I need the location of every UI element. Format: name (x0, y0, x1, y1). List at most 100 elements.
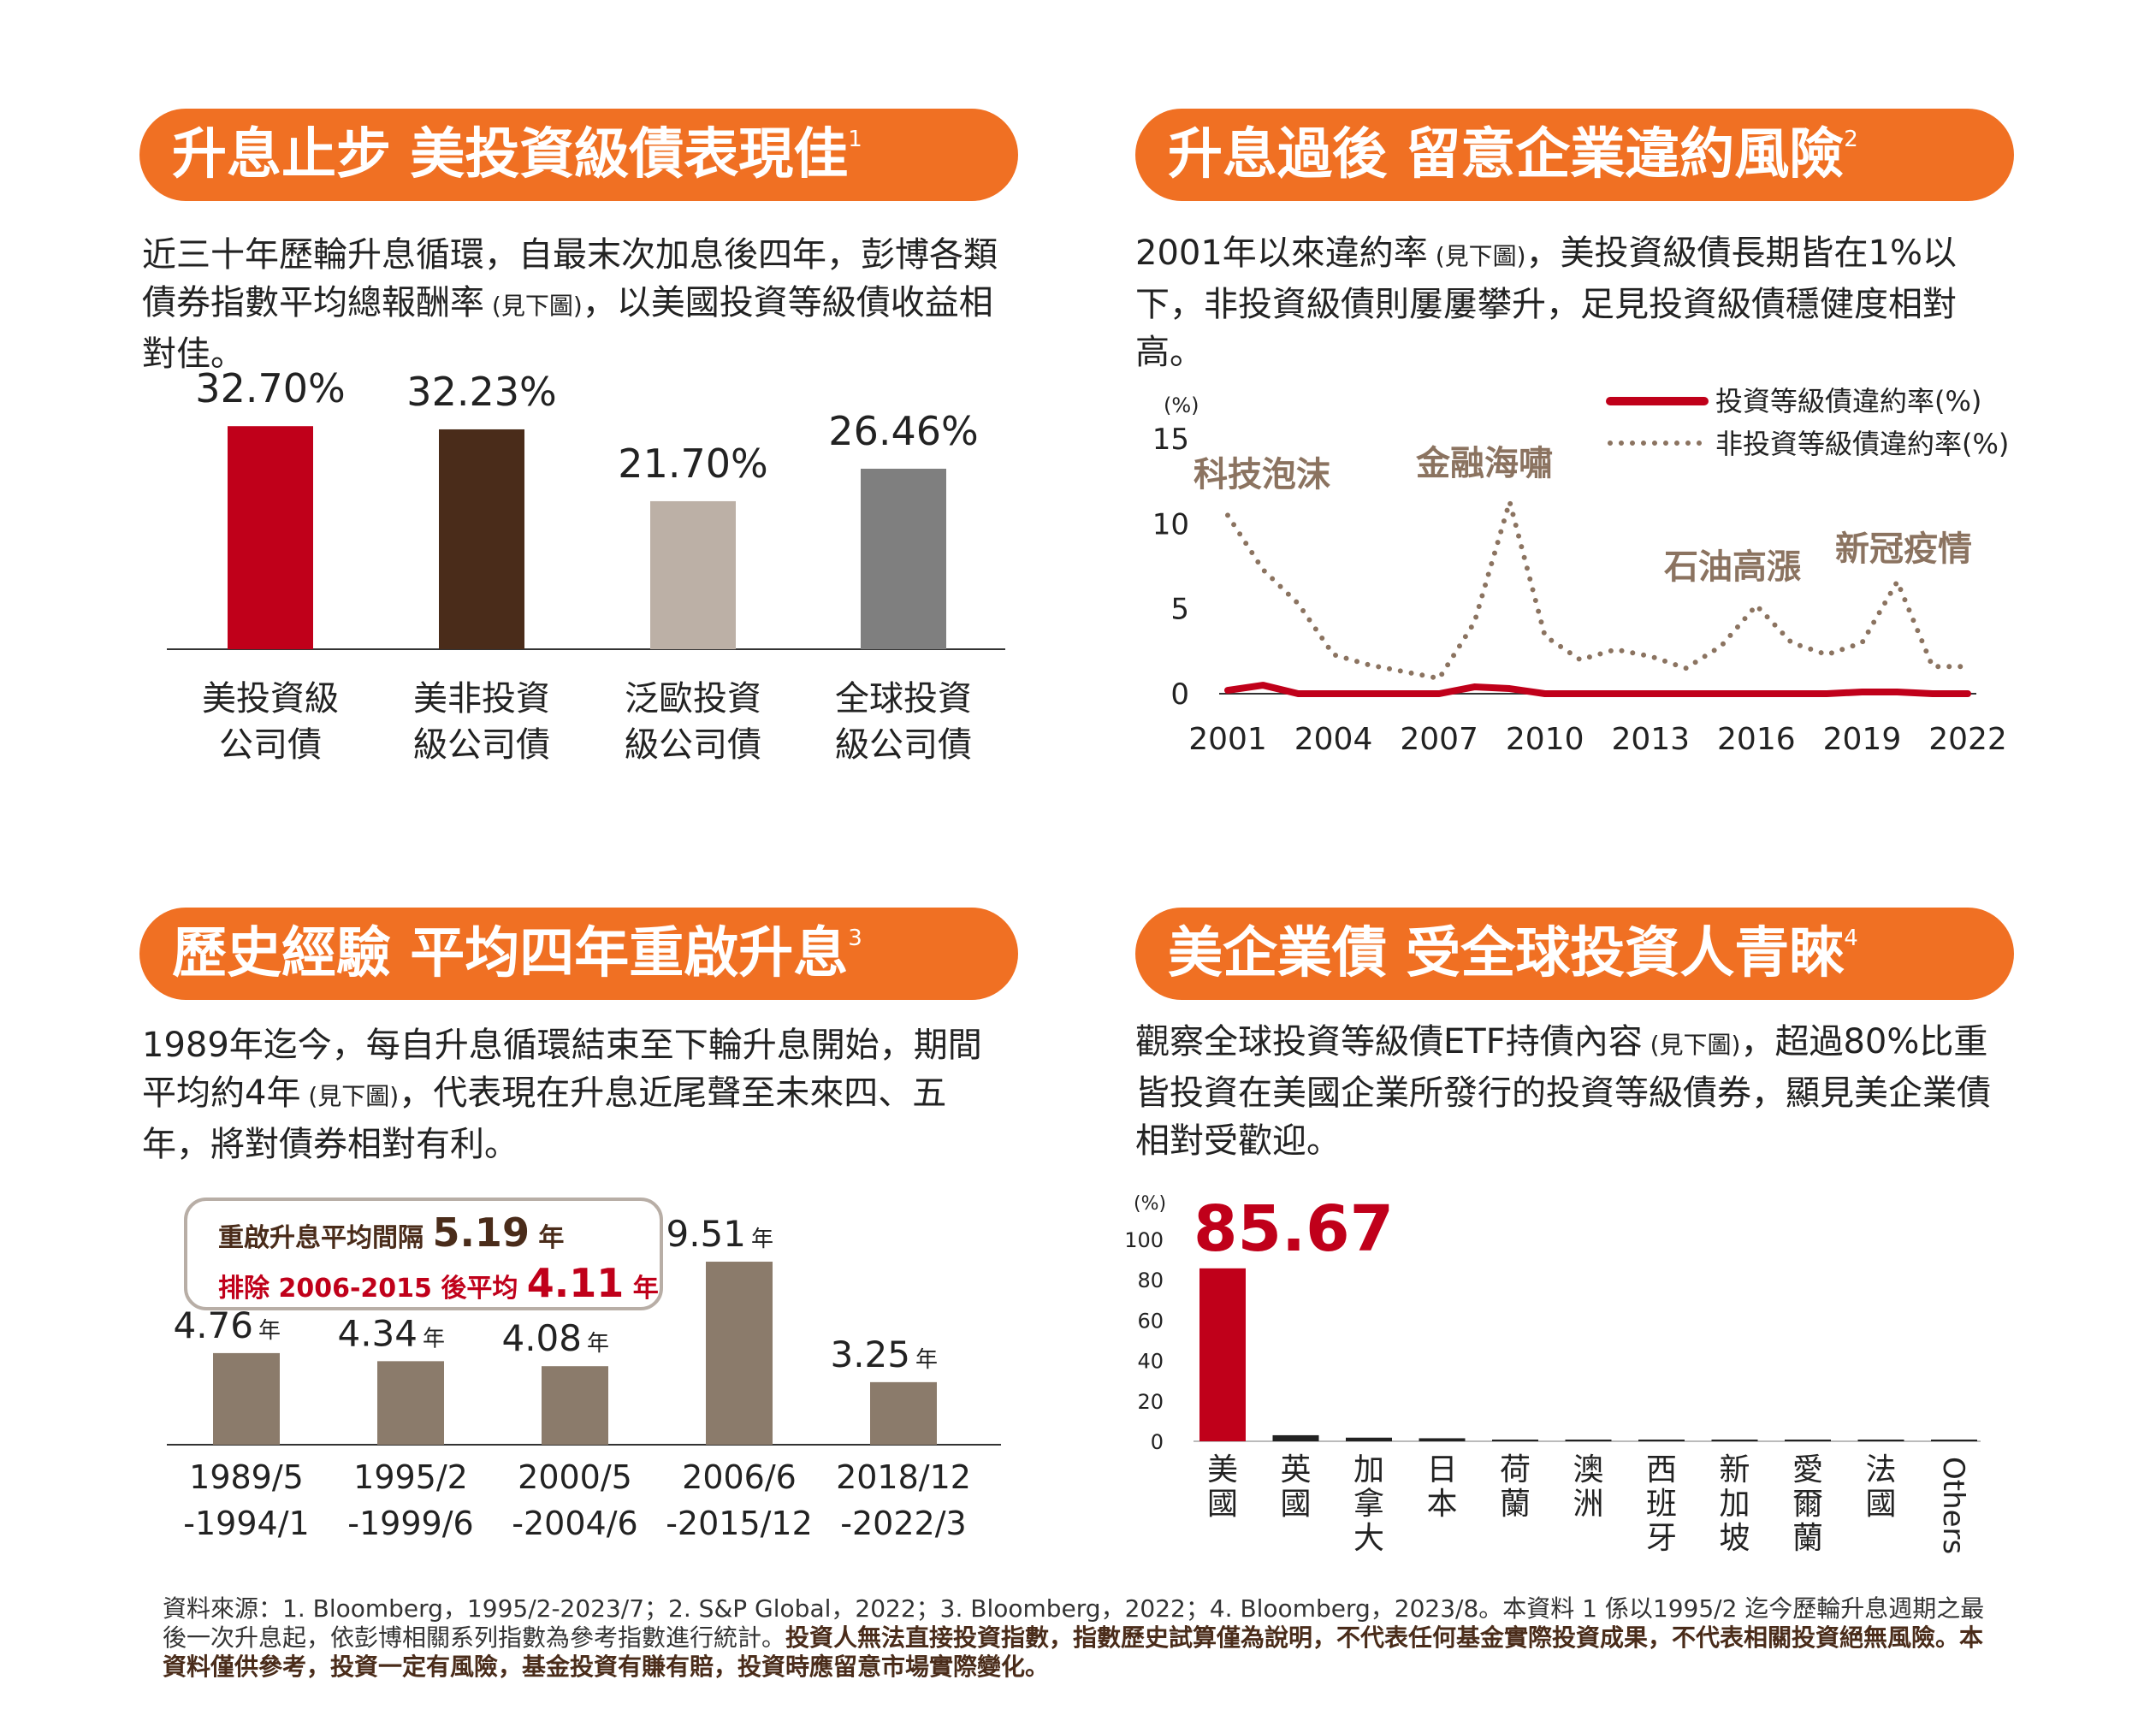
chart4-bar (1638, 1440, 1685, 1441)
section-4-body-a: 觀察全球投資等級債ETF持債內容 (1135, 1022, 1643, 1062)
chart4-category-label: 坡 (1719, 1521, 1750, 1556)
section-3-body-a: 1989年迄今，每自升息循環結束至下輪升息開始，期間平均約4年 (142, 1026, 982, 1113)
chart3-unit-label: 年 (915, 1347, 938, 1373)
callout-line-2-label: 排除 2006-2015 後平均 (218, 1274, 527, 1304)
chart4-y-tick-label: 60 (1137, 1309, 1164, 1333)
chart4-category-label: 牙 (1646, 1521, 1677, 1556)
chart4-bar (1346, 1437, 1392, 1441)
chart4-bar (1565, 1440, 1612, 1441)
chart3-bar (706, 1262, 773, 1445)
chart1-category-label: 級公司債 (413, 725, 550, 765)
chart2-legend-label-ig: 投資等級債違約率(%) (1715, 385, 1981, 417)
chart3-bar (377, 1361, 444, 1445)
chart4-category-label: 國 (1280, 1487, 1311, 1522)
section-3-body: 1989年迄今，每自升息循環結束至下輪升息開始，期間平均約4年 (見下圖)，代表… (142, 1021, 1006, 1168)
chart4-category-label: 拿 (1353, 1487, 1384, 1522)
chart4-category-label: Others (1936, 1457, 1970, 1554)
chart2-event-annotation: 石油高漲 (1664, 547, 1801, 587)
chart4-category-label: 荷 (1500, 1452, 1531, 1487)
chart2-event-annotation: 金融海嘯 (1415, 444, 1553, 483)
chart3-data-label: 4.08 (501, 1317, 582, 1359)
chart1-category-label: 美投資級 (202, 679, 339, 719)
chart3-category-label: -2022/3 (840, 1505, 966, 1542)
section-1-body-a: 近三十年歷輪升息循環，自最末次加息後四年，彭博各類債券指數平均總報酬率 (142, 235, 998, 322)
section-1-body-note: (見下圖) (484, 292, 583, 320)
chart1-data-label: 26.46% (828, 408, 978, 454)
callout-line-2-unit: 年 (624, 1274, 659, 1304)
section-4-body-note: (見下圖) (1642, 1031, 1741, 1059)
chart3-bar (542, 1366, 608, 1445)
chart3-category-label: 1989/5 (189, 1458, 304, 1496)
chart2-x-tick-label: 2001 (1188, 722, 1267, 757)
chart3-category-label: 2018/12 (836, 1458, 971, 1496)
section-title-4: 美企業債 受全球投資人青睞4 (1135, 908, 2014, 1000)
section-2-body-note: (見下圖) (1427, 242, 1526, 270)
chart3-data-label: 4.76 (173, 1304, 253, 1346)
chart1-category-label: 美非投資 (413, 679, 550, 719)
disclaimer-text: 投資人無法直接投資指數，指數歷史試算僅為說明，不代表任何基金實際投資成果，不代表… (163, 1623, 1984, 1681)
chart1-bar (228, 426, 313, 649)
chart4-category-label: 加 (1719, 1487, 1750, 1522)
chart4-y-tick-label: 80 (1137, 1269, 1164, 1292)
chart1-category-label: 公司債 (219, 725, 322, 765)
section-title-2-text: 升息過後 留意企業違約風險 (1168, 123, 1845, 186)
chart4-bar (1857, 1440, 1904, 1441)
section-title-3-text: 歷史經驗 平均四年重啟升息 (172, 922, 849, 985)
footnote-2: 2 (1844, 127, 1858, 152)
chart4-category-label: 澳 (1573, 1452, 1603, 1487)
chart4-bar (1785, 1440, 1831, 1441)
chart4-bar (1419, 1438, 1466, 1441)
chart4-y-tick-label: 100 (1124, 1228, 1164, 1252)
chart4-y-tick-label: 20 (1137, 1390, 1164, 1414)
chart3-category-label: 2006/6 (682, 1458, 797, 1496)
section-1-body: 近三十年歷輪升息循環，自最末次加息後四年，彭博各類債券指數平均總報酬率 (見下圖… (142, 231, 1006, 378)
chart4-bar (1711, 1440, 1758, 1441)
callout-line-2: 排除 2006-2015 後平均 4.11 年 (218, 1262, 660, 1310)
section-title-4-text: 美企業債 受全球投資人青睞 (1168, 922, 1845, 985)
chart2-event-annotation: 科技泡沫 (1194, 455, 1330, 494)
section-title-1-text: 升息止步 美投資級債表現佳 (172, 123, 849, 186)
chart4-category-label: 國 (1207, 1487, 1238, 1522)
chart4-unit-label: (%) (1134, 1193, 1166, 1215)
chart3-unit-label: 年 (423, 1326, 445, 1351)
chart2-x-tick-label: 2004 (1294, 722, 1373, 757)
chart2-series-investment-grade (1224, 682, 1971, 697)
chart3-data-label: 4.34 (337, 1312, 418, 1354)
chart1-bar (650, 500, 736, 649)
chart1-category-label: 全球投資 (835, 679, 972, 719)
chart4-category-label: 日 (1426, 1452, 1457, 1487)
chart3-category-label: -1999/6 (347, 1505, 473, 1542)
section-3-body-note: (見下圖) (300, 1082, 400, 1110)
chart3-unit-label: 年 (587, 1331, 609, 1357)
chart2-y-tick-label: 0 (1170, 677, 1189, 712)
chart4-category-label: 法 (1865, 1452, 1896, 1487)
chart4-category-label: 洲 (1573, 1487, 1603, 1522)
chart4-category-label: 愛 (1792, 1452, 1823, 1487)
chart3-data-label: 3.25 (830, 1334, 910, 1375)
chart2-x-tick-label: 2013 (1611, 722, 1690, 757)
chart4-highlight-value: 85.67 (1194, 1192, 1394, 1266)
callout-line-1: 重啟升息平均間隔 5.19 年 (218, 1209, 660, 1262)
chart3-category-label: -2004/6 (512, 1505, 637, 1542)
section-2-body-b: ，美投資級債長期皆在1%以下，非投資級債則屢屢攀升，足見投資級債穩健度相對高。 (1135, 234, 1958, 372)
chart4-category-label: 美 (1207, 1452, 1238, 1487)
chart2-y-tick-label: 15 (1152, 423, 1189, 457)
chart4-category-label: 新 (1719, 1452, 1750, 1487)
footnote-4: 4 (1844, 926, 1858, 951)
chart3-category-label: -2015/12 (666, 1505, 813, 1542)
chart1-category-label: 泛歐投資 (625, 679, 761, 719)
chart4-category-label: 班 (1646, 1487, 1677, 1522)
chart4-category-label: 大 (1353, 1521, 1384, 1556)
chart2-x-tick-label: 2019 (1823, 722, 1902, 757)
chart4-category-label: 蘭 (1500, 1487, 1531, 1522)
chart1-category-label: 級公司債 (625, 725, 761, 765)
chart2-event-annotation: 新冠疫情 (1835, 529, 1972, 569)
section-2-body: 2001年以來違約率 (見下圖)，美投資級債長期皆在1%以下，非投資級債則屢屢攀… (1135, 229, 1999, 376)
chart4-category-label: 加 (1353, 1452, 1384, 1487)
chart4-category-label: 爾 (1792, 1487, 1823, 1522)
chart2-legend-label-hy: 非投資等級債違約率(%) (1715, 428, 2009, 460)
source-footnote-text: 資料來源：1. Bloomberg，1995/2-2023/7；2. S&P G… (163, 1594, 1985, 1652)
chart4-y-tick-label: 0 (1151, 1430, 1164, 1454)
section-2-body-a: 2001年以來違約率 (1135, 234, 1428, 273)
